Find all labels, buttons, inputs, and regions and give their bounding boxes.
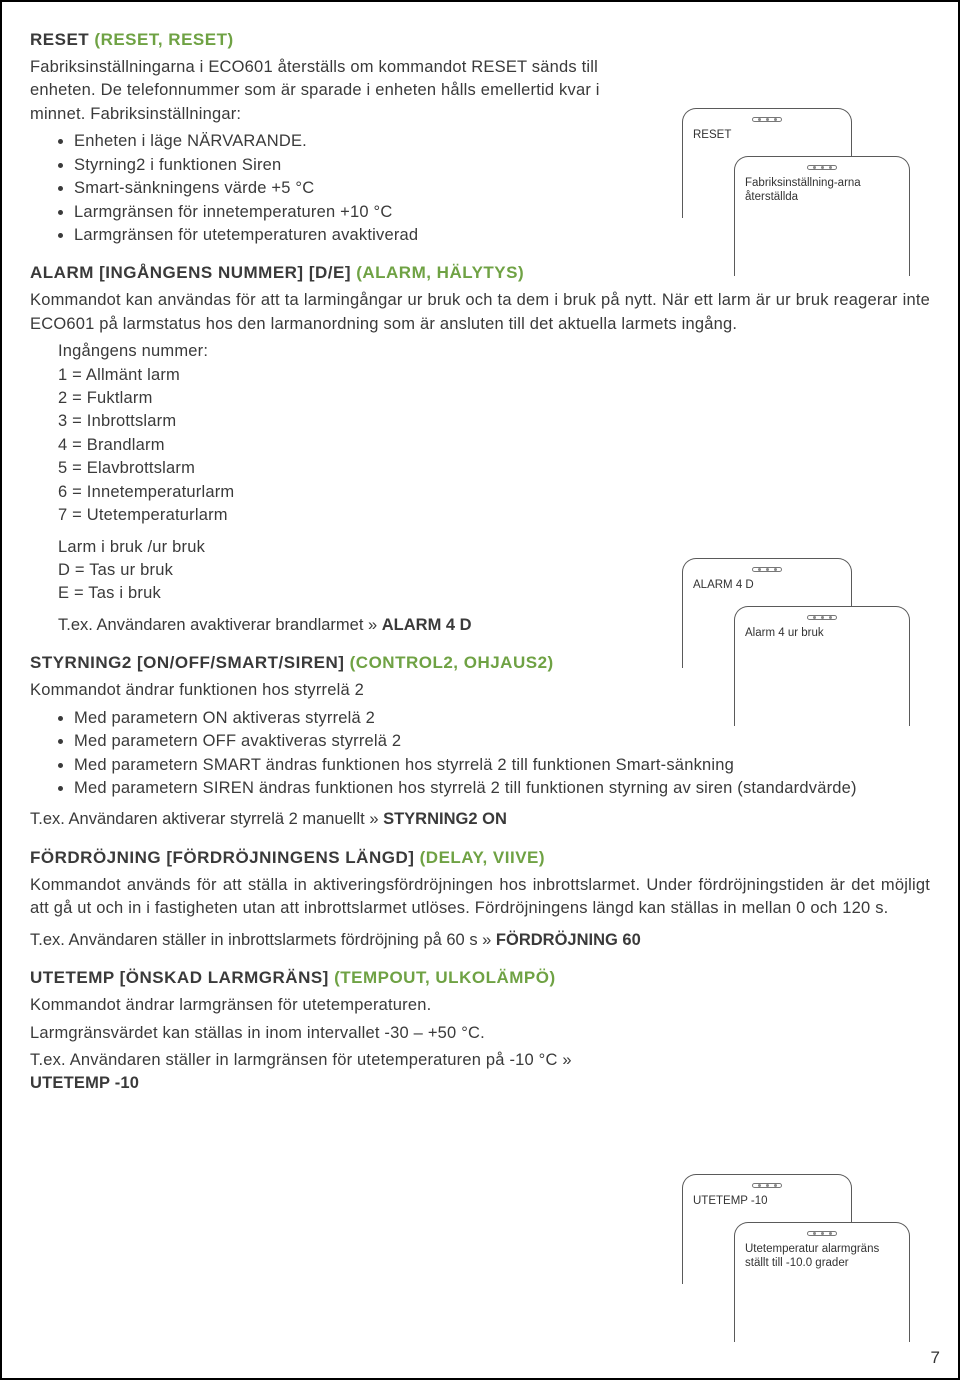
- alarm-ingang-item: 7 = Utetemperaturlarm: [58, 504, 930, 527]
- styrning2-example: T.ex. Användaren aktiverar styrrelä 2 ma…: [30, 808, 930, 831]
- styrning2-title-green: (CONTROL2, OHJAUS2): [350, 653, 554, 672]
- phone-speaker-icon: [752, 1183, 782, 1188]
- phone-back-text: UTETEMP -10: [693, 1194, 841, 1208]
- reset-bullet: Smart-sänkningens värde +5 °C: [74, 177, 650, 200]
- styrning2-bullet: Med parametern SMART ändras funktionen h…: [74, 754, 930, 777]
- styrning2-example-cmd: STYRNING2 ON: [383, 810, 507, 828]
- utetemp-p3-prefix: T.ex. Användaren ställer in larmgränsen …: [30, 1051, 572, 1069]
- alarm-ingang-block: Ingångens nummer: 1 = Allmänt larm 2 = F…: [30, 340, 930, 527]
- phone-back-text: RESET: [693, 128, 841, 142]
- alarm-example-prefix: T.ex. Användaren avaktiverar brandlarmet…: [58, 616, 382, 634]
- alarm-title-green: (ALARM, HÄLYTYS): [356, 263, 524, 282]
- fordrojning-title-green: (DELAY, VIIVE): [420, 848, 545, 867]
- phone-speaker-icon: [807, 165, 837, 170]
- alarm-example-cmd: ALARM 4 D: [382, 616, 472, 634]
- alarm-ingang-header: Ingångens nummer:: [58, 340, 930, 363]
- reset-bullet: Larmgränsen för utetemperaturen avaktive…: [74, 224, 650, 247]
- alarm-title-black: ALARM [INGÅNGENS NUMMER] [D/E]: [30, 263, 356, 282]
- phone-speaker-icon: [807, 615, 837, 620]
- phone-pair-reset: RESET Fabriksinställning-arna återställd…: [682, 108, 922, 288]
- phone-pair-utetemp: UTETEMP -10 Utetemperatur alarmgräns stä…: [682, 1174, 922, 1354]
- utetemp-p1: Kommandot ändrar larmgränsen för utetemp…: [30, 994, 650, 1017]
- reset-title: RESET (RESET, RESET): [30, 30, 930, 50]
- phone-pair-alarm: ALARM 4 D Alarm 4 ur bruk: [682, 558, 922, 738]
- utetemp-title-black: UTETEMP [ÖNSKAD LARMGRÄNS]: [30, 968, 334, 987]
- section-utetemp: UTETEMP [ÖNSKAD LARMGRÄNS] (TEMPOUT, ULK…: [30, 968, 930, 1096]
- styrning2-title-black: STYRNING2 [ON/OFF/SMART/SIREN]: [30, 653, 350, 672]
- reset-bullets: Enheten i läge NÄRVARANDE. Styrning2 i f…: [30, 130, 650, 247]
- styrning2-example-prefix: T.ex. Användaren aktiverar styrrelä 2 ma…: [30, 810, 383, 828]
- phone-speaker-icon: [752, 117, 782, 122]
- reset-bullet: Enheten i läge NÄRVARANDE.: [74, 130, 650, 153]
- utetemp-p3: T.ex. Användaren ställer in larmgränsen …: [30, 1049, 650, 1096]
- reset-bullet: Larmgränsen för innetemperaturen +10 °C: [74, 201, 650, 224]
- reset-bullet: Styrning2 i funktionen Siren: [74, 154, 650, 177]
- phone-front-text: Utetemperatur alarmgräns ställt till -10…: [745, 1242, 899, 1271]
- page-number: 7: [931, 1348, 940, 1368]
- phone-back-text: ALARM 4 D: [693, 578, 841, 592]
- alarm-p1: Kommandot kan användas för att ta larmin…: [30, 289, 930, 336]
- page-frame: RESET (RESET, RESET) Fabriksinställninga…: [0, 0, 960, 1380]
- alarm-ingang-item: 3 = Inbrottslarm: [58, 410, 930, 433]
- fordrojning-p1: Kommandot används för att ställa in akti…: [30, 874, 930, 921]
- alarm-bruk-header: Larm i bruk /ur bruk: [58, 536, 930, 559]
- utetemp-p3-cmd: UTETEMP -10: [30, 1074, 139, 1092]
- phone-speaker-icon: [752, 567, 782, 572]
- alarm-ingang-item: 2 = Fuktlarm: [58, 387, 930, 410]
- phone-front-text: Fabriksinställning-arna återställda: [745, 176, 899, 205]
- utetemp-body: Kommandot ändrar larmgränsen för utetemp…: [30, 994, 650, 1096]
- section-fordrojning: FÖRDRÖJNING [FÖRDRÖJNINGENS LÄNGD] (DELA…: [30, 848, 930, 952]
- styrning2-bullet: Med parametern SIREN ändras funktionen h…: [74, 777, 930, 800]
- reset-p1: Fabriksinställningarna i ECO601 återstäl…: [30, 56, 650, 126]
- phone-front: Utetemperatur alarmgräns ställt till -10…: [734, 1222, 910, 1342]
- reset-body: Fabriksinställningarna i ECO601 återstäl…: [30, 56, 650, 247]
- reset-title-black: RESET: [30, 30, 94, 49]
- fordrojning-title: FÖRDRÖJNING [FÖRDRÖJNINGENS LÄNGD] (DELA…: [30, 848, 930, 868]
- fordrojning-example-prefix: T.ex. Användaren ställer in inbrottslarm…: [30, 931, 496, 949]
- fordrojning-title-black: FÖRDRÖJNING [FÖRDRÖJNINGENS LÄNGD]: [30, 848, 420, 867]
- fordrojning-example-cmd: FÖRDRÖJNING 60: [496, 931, 641, 949]
- reset-title-green: (RESET, RESET): [94, 30, 233, 49]
- alarm-ingang-item: 1 = Allmänt larm: [58, 364, 930, 387]
- utetemp-title: UTETEMP [ÖNSKAD LARMGRÄNS] (TEMPOUT, ULK…: [30, 968, 930, 988]
- phone-front-text: Alarm 4 ur bruk: [745, 626, 899, 640]
- alarm-ingang-item: 6 = Innetemperaturlarm: [58, 481, 930, 504]
- utetemp-p2: Larmgränsvärdet kan ställas in inom inte…: [30, 1022, 650, 1045]
- phone-front: Fabriksinställning-arna återställda: [734, 156, 910, 276]
- alarm-ingang-item: 5 = Elavbrottslarm: [58, 457, 930, 480]
- utetemp-title-green: (TEMPOUT, ULKOLÄMPÖ): [334, 968, 556, 987]
- fordrojning-example: T.ex. Användaren ställer in inbrottslarm…: [30, 929, 930, 952]
- phone-speaker-icon: [807, 1231, 837, 1236]
- phone-front: Alarm 4 ur bruk: [734, 606, 910, 726]
- alarm-ingang-item: 4 = Brandlarm: [58, 434, 930, 457]
